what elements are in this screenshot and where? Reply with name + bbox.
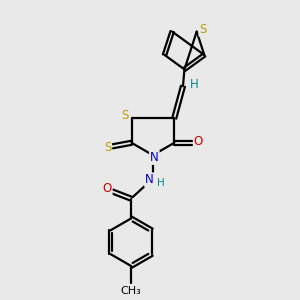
Text: S: S: [104, 141, 111, 154]
Text: S: S: [122, 109, 129, 122]
Text: H: H: [157, 178, 165, 188]
Text: O: O: [194, 135, 203, 148]
Text: S: S: [200, 23, 207, 36]
Text: N: N: [145, 173, 154, 186]
Text: H: H: [190, 78, 198, 91]
Text: N: N: [150, 151, 159, 164]
Text: O: O: [102, 182, 112, 195]
Text: CH₃: CH₃: [121, 286, 142, 296]
